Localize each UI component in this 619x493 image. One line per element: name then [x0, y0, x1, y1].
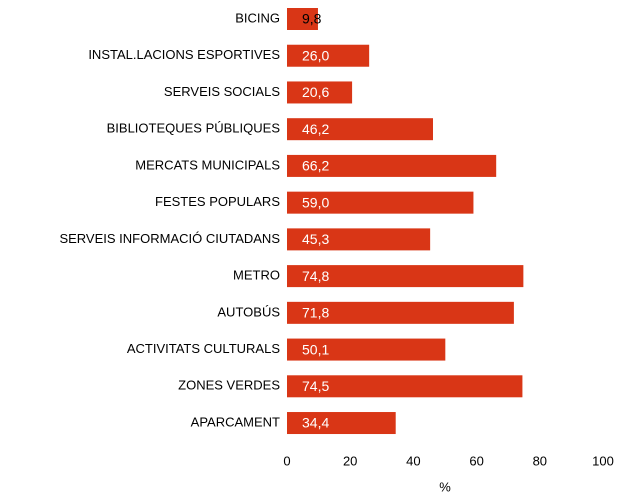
value-label: 20,6: [302, 84, 329, 100]
bar: [287, 44, 370, 67]
y-tick-label: METRO: [233, 268, 280, 283]
x-tick-label: 20: [343, 453, 357, 468]
y-tick-label: SERVEIS INFORMACIÓ CIUTADANS: [59, 231, 280, 246]
x-tick-label: 60: [469, 453, 483, 468]
value-label: 74,5: [302, 378, 329, 394]
value-label: 34,4: [302, 415, 329, 431]
value-label: 9,8: [302, 11, 322, 27]
y-tick-label: AUTOBÚS: [217, 304, 280, 319]
bar: [287, 412, 396, 435]
bar: [287, 81, 353, 104]
y-tick-label: INSTAL.LACIONS ESPORTIVES: [88, 47, 280, 62]
value-label: 26,0: [302, 47, 329, 63]
x-tick-label: 40: [406, 453, 420, 468]
y-tick-label: FESTES POPULARS: [155, 194, 280, 209]
value-label: 45,3: [302, 231, 329, 247]
value-label: 59,0: [302, 194, 329, 210]
bar: [287, 8, 318, 30]
bar: [287, 265, 524, 288]
bar: [287, 228, 431, 251]
bar: [287, 375, 523, 398]
value-label: 71,8: [302, 305, 329, 321]
value-label: 46,2: [302, 121, 329, 137]
bar: [287, 191, 474, 214]
x-axis-label: %: [439, 479, 451, 493]
y-tick-label: ZONES VERDES: [178, 378, 280, 393]
bar: [287, 154, 497, 177]
x-tick-label: 0: [283, 453, 290, 468]
bar: [287, 301, 514, 324]
x-tick-label: 80: [533, 453, 547, 468]
y-tick-label: BICING: [235, 10, 280, 25]
value-label: 50,1: [302, 341, 329, 357]
bar: [287, 338, 446, 361]
y-tick-label: APARCAMENT: [191, 414, 280, 429]
value-label: 66,2: [302, 158, 329, 174]
x-tick-label: 100: [592, 453, 614, 468]
bar: [287, 118, 433, 141]
y-tick-label: SERVEIS SOCIALS: [164, 84, 280, 99]
value-label: 74,8: [302, 268, 329, 284]
y-tick-label: ACTIVITATS CULTURALS: [127, 341, 280, 356]
y-tick-label: BIBLIOTEQUES PÚBLIQUES: [107, 121, 281, 136]
y-tick-label: MERCATS MUNICIPALS: [135, 157, 280, 172]
